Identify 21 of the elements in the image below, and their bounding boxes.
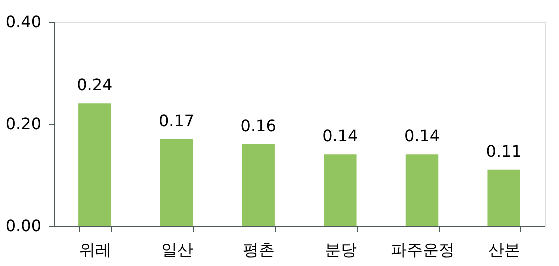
bar	[324, 154, 357, 226]
y-tick-label: 0.00	[6, 216, 42, 236]
y-tick-label: 0.20	[6, 114, 42, 134]
data-label: 0.17	[158, 111, 195, 130]
y-tick-label: 0.40	[6, 12, 42, 32]
data-label: 0.16	[240, 116, 276, 136]
bar	[406, 154, 439, 226]
data-label: 0.14	[404, 126, 440, 146]
bar	[160, 139, 194, 226]
x-tick-label: 위레	[79, 240, 112, 260]
bar	[488, 170, 520, 226]
data-label: 0.24	[77, 76, 113, 95]
bar	[242, 144, 275, 226]
x-tick-label: 파주운정	[390, 240, 455, 260]
x-tick-label: 산본	[488, 240, 521, 260]
data-label: 0.11	[486, 142, 522, 161]
x-tick-label: 평촌	[243, 240, 276, 260]
bar	[78, 104, 112, 226]
data-label: 0.14	[322, 126, 358, 146]
x-tick-label: 분당	[324, 240, 357, 260]
x-tick-label: 일산	[161, 240, 194, 260]
